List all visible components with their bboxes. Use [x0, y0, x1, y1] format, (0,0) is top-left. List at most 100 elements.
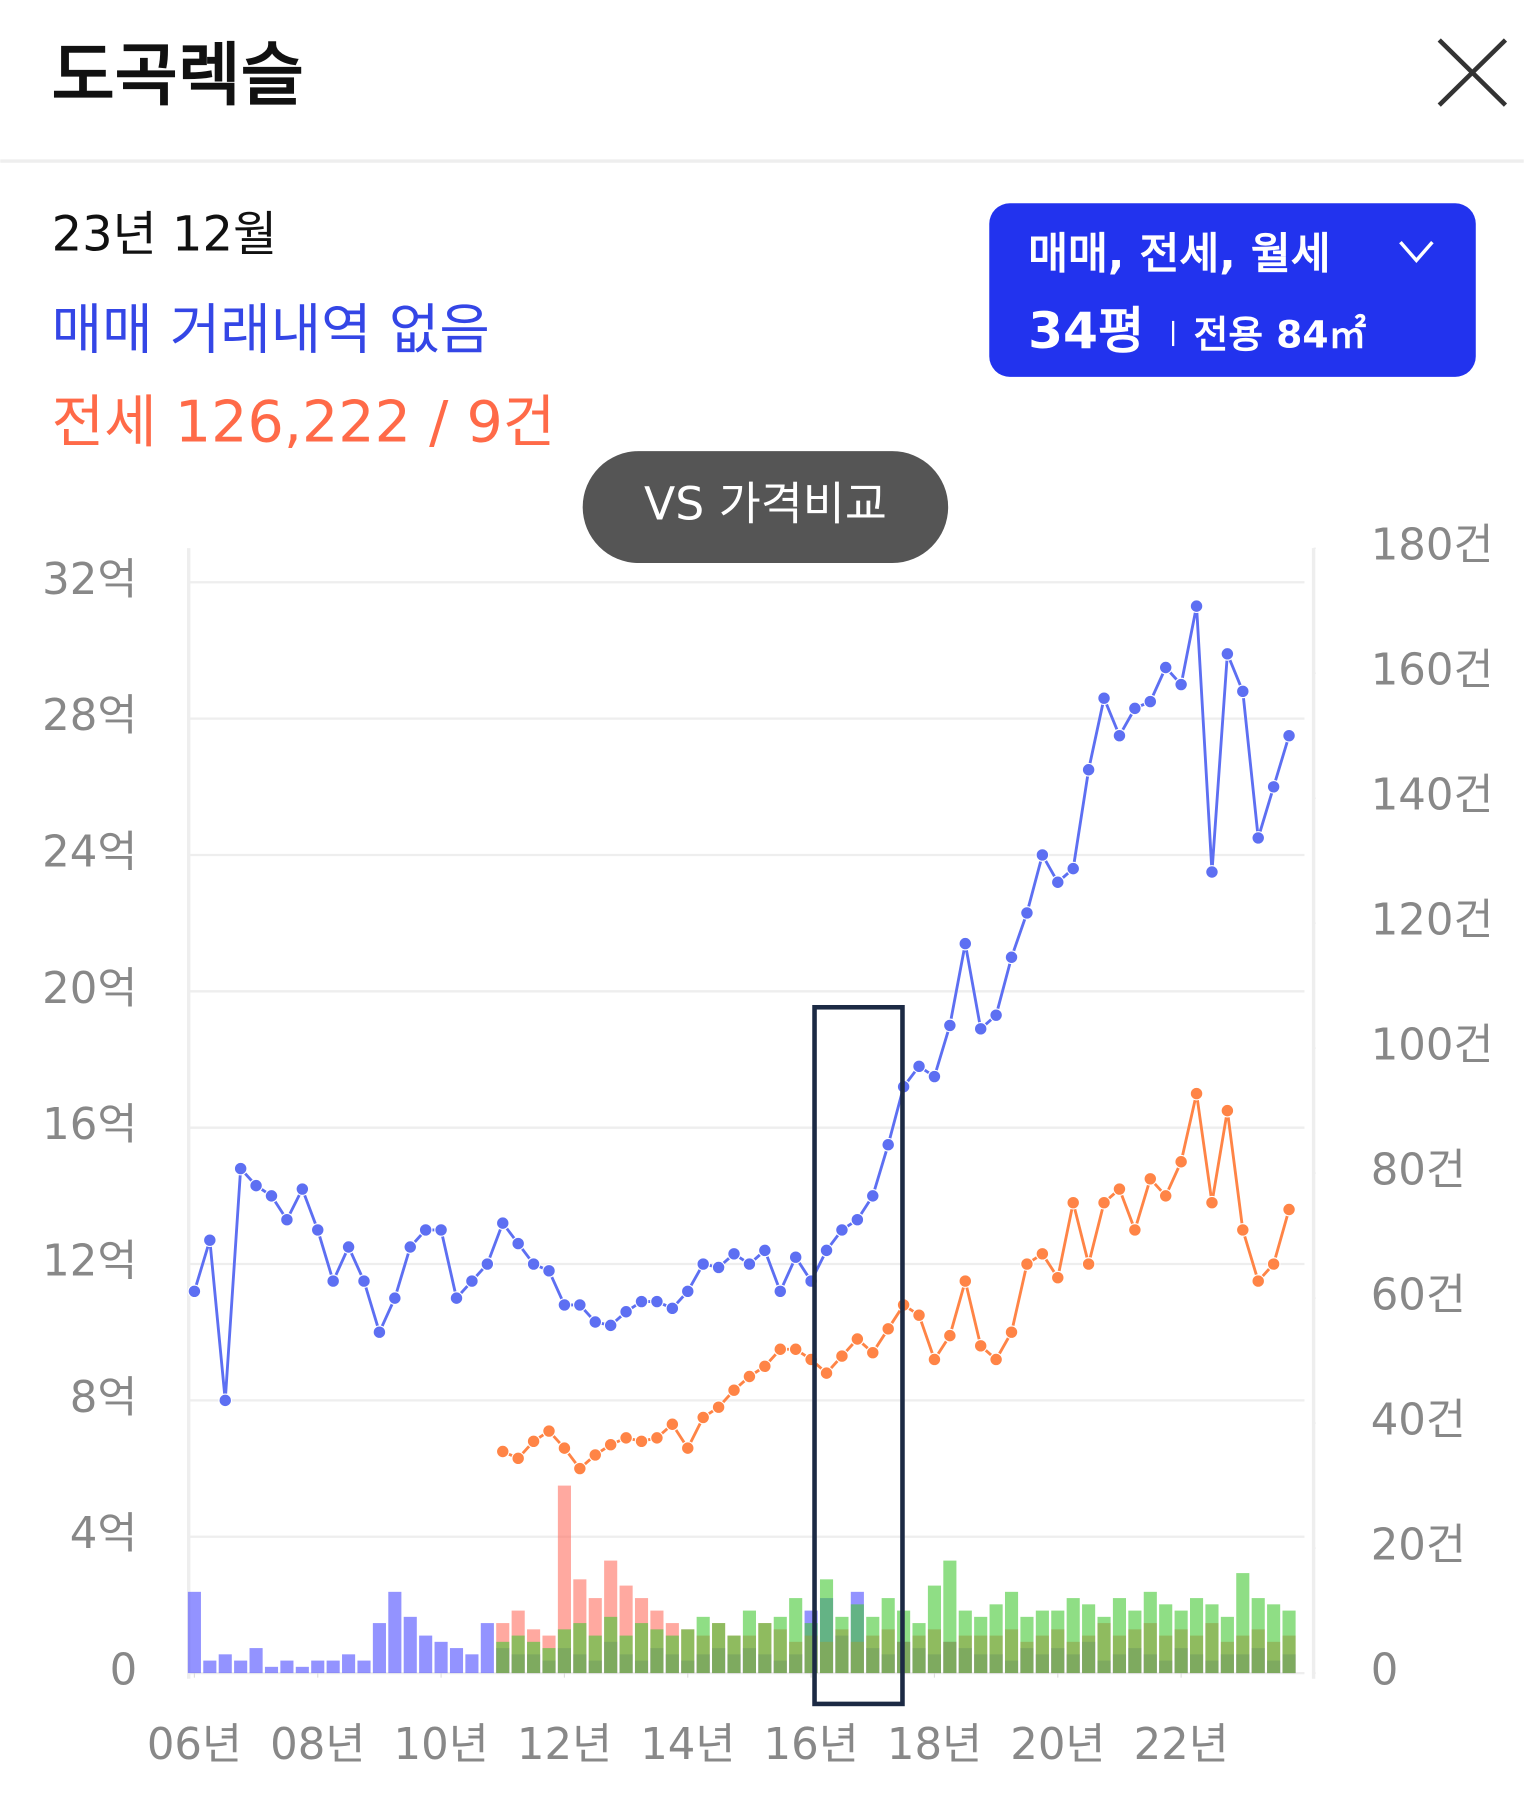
y2-tick-label: 80건 — [1371, 1146, 1466, 1196]
price-dot — [1189, 1086, 1204, 1101]
price-dot — [588, 1315, 603, 1329]
price-dot — [1158, 1189, 1173, 1203]
price-dot — [881, 1321, 896, 1336]
volume-bar — [819, 1579, 834, 1674]
volume-bar — [604, 1616, 618, 1674]
volume-bar — [342, 1654, 356, 1674]
price-dot — [773, 1284, 788, 1299]
filter-button[interactable]: 매매, 전세, 월세 34평 전용 84㎡ — [989, 203, 1476, 377]
price-dot — [696, 1257, 711, 1271]
close-button[interactable] — [1437, 38, 1508, 107]
volume-bar — [264, 1666, 279, 1674]
price-dot — [295, 1182, 310, 1196]
price-dot — [634, 1294, 649, 1309]
volume-bar — [1282, 1610, 1296, 1674]
price-dot — [1066, 1195, 1081, 1210]
price-dot — [850, 1212, 865, 1227]
volume-bar — [434, 1641, 448, 1674]
volume-bar — [449, 1648, 464, 1674]
price-dot — [650, 1431, 664, 1445]
volume-bar — [712, 1623, 726, 1674]
y-tick-label: 16억 — [42, 1100, 137, 1150]
price-dot — [865, 1189, 880, 1203]
y2-tick-label: 60건 — [1371, 1271, 1466, 1321]
volume-bar — [465, 1654, 479, 1674]
price-dot — [1220, 1103, 1235, 1118]
y2-tick-label: 180건 — [1371, 521, 1494, 571]
volume-bar — [1189, 1598, 1204, 1674]
price-dot — [1112, 1182, 1127, 1196]
price-dot — [665, 1417, 680, 1432]
volume-bar — [789, 1598, 803, 1674]
price-dot — [465, 1274, 479, 1288]
volume-bar — [372, 1623, 386, 1674]
volume-bar — [1128, 1610, 1142, 1674]
price-dot — [387, 1291, 402, 1305]
price-dot — [357, 1274, 371, 1288]
y2-tick-label: 100건 — [1371, 1021, 1494, 1071]
price-dot — [1128, 701, 1142, 716]
x-tick-label: 08년 — [270, 1720, 365, 1770]
price-dot — [711, 1400, 726, 1415]
price-dot — [1020, 1257, 1034, 1271]
y2-tick-label: 0 — [1371, 1646, 1399, 1696]
y-tick-label: 28억 — [42, 691, 137, 741]
volume-bar — [665, 1635, 679, 1674]
price-dot — [1066, 861, 1081, 876]
price-dot — [603, 1437, 618, 1452]
price-dot — [434, 1223, 448, 1237]
volume-bar — [218, 1654, 232, 1674]
price-dot — [233, 1161, 248, 1176]
price-dot — [588, 1448, 603, 1462]
volume-bar — [203, 1660, 217, 1674]
price-dot — [403, 1240, 418, 1254]
filter-area: 전용 84㎡ — [1194, 312, 1367, 356]
price-dot — [1035, 1246, 1050, 1261]
price-dot — [696, 1410, 711, 1425]
price-dot — [773, 1342, 788, 1357]
volume-bar — [773, 1616, 787, 1674]
y2-tick-label: 40건 — [1371, 1396, 1466, 1446]
selection-box[interactable] — [812, 1004, 905, 1707]
compare-label: VS 가격비교 — [644, 478, 887, 531]
volume-bar — [1051, 1610, 1065, 1674]
price-dot — [727, 1383, 741, 1398]
price-dot — [835, 1349, 849, 1363]
price-dot — [1081, 762, 1096, 777]
price-dot — [865, 1345, 880, 1360]
y-tick-label: 4억 — [70, 1509, 138, 1559]
price-dot — [495, 1216, 510, 1230]
volume-bar — [496, 1641, 510, 1674]
compare-button[interactable]: VS 가격비교 — [582, 451, 949, 564]
y-tick-label: 20억 — [42, 964, 137, 1014]
price-dot — [1035, 848, 1050, 862]
price-dot — [249, 1178, 263, 1193]
x-tick-label: 10년 — [394, 1720, 489, 1770]
volume-bar — [557, 1629, 571, 1674]
price-dot — [927, 1352, 942, 1367]
price-dot — [526, 1434, 541, 1449]
volume-bar — [573, 1623, 587, 1674]
volume-bar — [1236, 1573, 1250, 1674]
price-dot — [218, 1393, 233, 1408]
price-dot — [1220, 646, 1235, 661]
volume-bar — [1220, 1616, 1234, 1674]
price-dot — [819, 1243, 834, 1258]
price-dot — [927, 1069, 942, 1084]
x-tick-label: 22년 — [1134, 1720, 1229, 1770]
volume-bar — [758, 1623, 772, 1674]
volume-bar — [234, 1660, 248, 1674]
price-dot — [680, 1441, 695, 1455]
price-dot — [449, 1291, 464, 1305]
volume-bar — [1020, 1616, 1034, 1674]
volume-bar — [742, 1610, 756, 1674]
jeonse-info: 전세 126,222 / 9건 — [52, 390, 556, 456]
price-dot — [788, 1342, 803, 1357]
price-dot — [1097, 691, 1111, 706]
y2-tick-label: 160건 — [1371, 646, 1494, 696]
date: 23년 12월 — [52, 207, 278, 263]
price-dot — [619, 1431, 633, 1445]
y2-tick-label: 20건 — [1371, 1521, 1466, 1571]
price-dot — [1235, 1223, 1250, 1237]
